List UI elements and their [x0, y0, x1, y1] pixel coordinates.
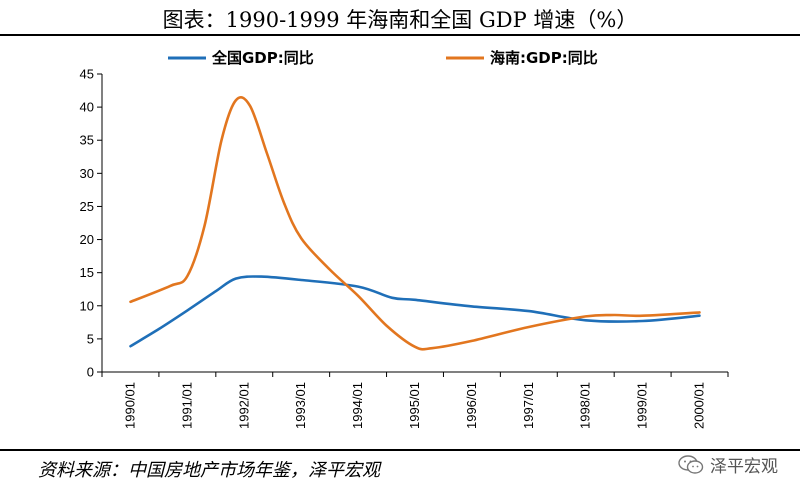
footer-divider [0, 449, 800, 451]
x-tick-label: 1997/01 [521, 382, 536, 429]
series-line-hainan [129, 96, 701, 351]
plot-series [129, 96, 701, 351]
x-tick-label: 1999/01 [635, 382, 650, 429]
y-tick-label: 5 [87, 331, 94, 346]
y-tick-label: 35 [80, 133, 94, 148]
y-tick-label: 40 [80, 100, 94, 115]
y-tick-label: 25 [80, 199, 94, 214]
x-tick-label: 1993/01 [293, 382, 308, 429]
source-note: 资料来源：中国房地产市场年鉴，泽平宏观 [38, 460, 380, 481]
y-tick-label: 20 [80, 232, 94, 247]
line-chart: 全国GDP:同比 海南:GDP:同比 0 5 10 15 20 25 30 35 40 45 19… [80, 49, 729, 429]
x-tick-label: 1995/01 [407, 382, 422, 429]
legend-label-hainan: 海南:GDP:同比 [490, 49, 598, 67]
series-line-national [129, 275, 701, 348]
x-tick-label: 1994/01 [350, 382, 365, 429]
y-tick-label: 10 [80, 298, 94, 313]
x-tick-label: 1996/01 [464, 382, 479, 429]
x-tick-label: 1998/01 [578, 382, 593, 429]
watermark-text: 泽平宏观 [710, 457, 778, 477]
x-tick-label: 1992/01 [236, 382, 251, 429]
x-tick-label: 1991/01 [179, 382, 194, 429]
y-tick-label: 15 [80, 265, 94, 280]
x-tick-label: 1990/01 [122, 382, 137, 429]
x-tick-label: 2000/01 [692, 382, 707, 429]
y-tick-label: 45 [80, 67, 94, 82]
y-tick-label: 30 [80, 166, 94, 181]
legend-label-national: 全国GDP:同比 [211, 49, 314, 67]
title-bar: 图表：1990-1999 年海南和全国 GDP 增速（%） [0, 0, 800, 36]
x-axis: 1990/01 1991/01 1992/01 1993/01 1994/01 1995/… [101, 371, 729, 429]
wechat-icon [678, 454, 704, 474]
y-tick-label: 0 [87, 365, 94, 380]
legend: 全国GDP:同比 海南:GDP:同比 [168, 49, 598, 67]
y-axis: 0 5 10 15 20 25 30 35 40 45 [80, 67, 103, 380]
watermark: 泽平宏观 [678, 452, 778, 477]
chart-title: 图表：1990-1999 年海南和全国 GDP 增速（%） [162, 8, 638, 32]
